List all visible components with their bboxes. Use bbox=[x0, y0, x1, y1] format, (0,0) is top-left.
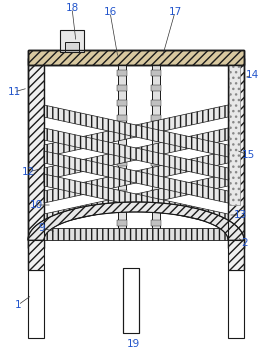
Bar bbox=[151, 220, 161, 226]
Text: 11: 11 bbox=[7, 87, 21, 97]
Bar bbox=[151, 190, 161, 196]
Bar bbox=[151, 115, 161, 121]
Polygon shape bbox=[44, 174, 228, 226]
Polygon shape bbox=[44, 105, 228, 157]
Bar bbox=[152, 65, 160, 238]
Polygon shape bbox=[44, 151, 228, 203]
Bar bbox=[117, 190, 127, 196]
Bar bbox=[60, 30, 84, 52]
Bar bbox=[151, 205, 161, 211]
Text: 9: 9 bbox=[39, 223, 45, 233]
Text: 14: 14 bbox=[245, 70, 259, 80]
Bar bbox=[151, 175, 161, 181]
Bar bbox=[117, 220, 127, 226]
Bar bbox=[151, 145, 161, 151]
Text: 2: 2 bbox=[242, 238, 248, 248]
Text: 15: 15 bbox=[241, 150, 255, 160]
Bar bbox=[151, 85, 161, 91]
Polygon shape bbox=[44, 105, 228, 157]
Polygon shape bbox=[28, 202, 244, 240]
Text: 13: 13 bbox=[233, 210, 247, 220]
Bar bbox=[151, 100, 161, 106]
Bar bbox=[117, 205, 127, 211]
Bar bbox=[117, 100, 127, 106]
Text: 16: 16 bbox=[103, 7, 117, 17]
Bar bbox=[117, 175, 127, 181]
Bar bbox=[117, 85, 127, 91]
Bar bbox=[44, 228, 228, 240]
Polygon shape bbox=[44, 212, 228, 240]
Bar bbox=[117, 70, 127, 76]
Polygon shape bbox=[44, 174, 228, 226]
Bar bbox=[123, 268, 139, 333]
Polygon shape bbox=[44, 151, 228, 203]
Bar bbox=[228, 270, 244, 338]
Bar bbox=[28, 270, 44, 338]
Bar bbox=[228, 58, 244, 248]
Bar bbox=[151, 160, 161, 166]
Bar bbox=[117, 160, 127, 166]
Bar bbox=[28, 50, 244, 65]
Text: 19: 19 bbox=[126, 339, 140, 349]
Bar bbox=[117, 115, 127, 121]
Text: 12: 12 bbox=[21, 167, 35, 177]
Text: 18: 18 bbox=[65, 3, 79, 13]
Bar bbox=[28, 240, 44, 270]
Bar bbox=[228, 240, 244, 270]
Text: 1: 1 bbox=[15, 300, 21, 310]
Bar bbox=[151, 130, 161, 136]
Text: 17: 17 bbox=[168, 7, 182, 17]
Bar bbox=[117, 130, 127, 136]
Bar bbox=[118, 65, 126, 238]
Bar bbox=[117, 145, 127, 151]
Polygon shape bbox=[44, 128, 228, 180]
Bar bbox=[151, 70, 161, 76]
Bar bbox=[229, 65, 240, 205]
Bar bbox=[28, 58, 44, 248]
Text: 10: 10 bbox=[29, 200, 43, 210]
Bar bbox=[65, 42, 79, 52]
Polygon shape bbox=[44, 128, 228, 180]
